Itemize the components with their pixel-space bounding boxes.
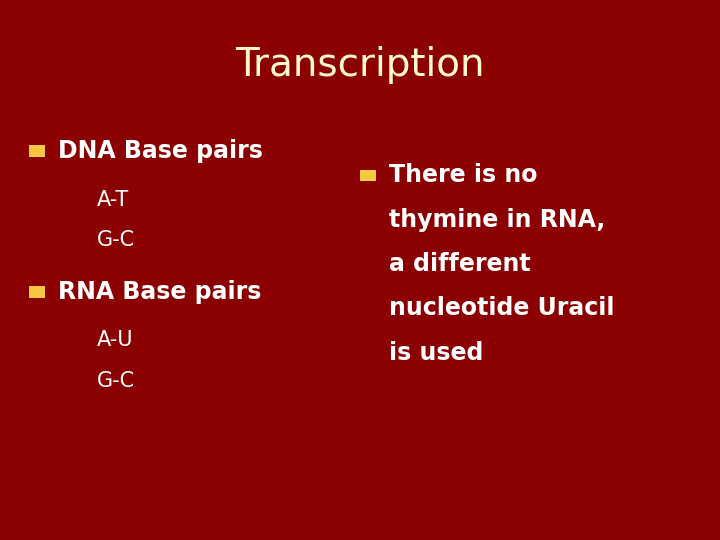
Text: There is no: There is no bbox=[389, 164, 537, 187]
Text: thymine in RNA,: thymine in RNA, bbox=[389, 208, 605, 232]
Text: is used: is used bbox=[389, 341, 483, 364]
Text: G-C: G-C bbox=[97, 370, 135, 391]
Bar bbox=[29, 286, 45, 298]
Text: A-U: A-U bbox=[97, 330, 134, 350]
Text: G-C: G-C bbox=[97, 230, 135, 251]
Bar bbox=[360, 170, 376, 181]
Bar bbox=[29, 145, 45, 157]
Text: a different: a different bbox=[389, 252, 531, 276]
Text: DNA Base pairs: DNA Base pairs bbox=[58, 139, 263, 163]
Text: Transcription: Transcription bbox=[235, 46, 485, 84]
Text: RNA Base pairs: RNA Base pairs bbox=[58, 280, 261, 303]
Text: nucleotide Uracil: nucleotide Uracil bbox=[389, 296, 614, 320]
Text: A-T: A-T bbox=[97, 190, 130, 210]
